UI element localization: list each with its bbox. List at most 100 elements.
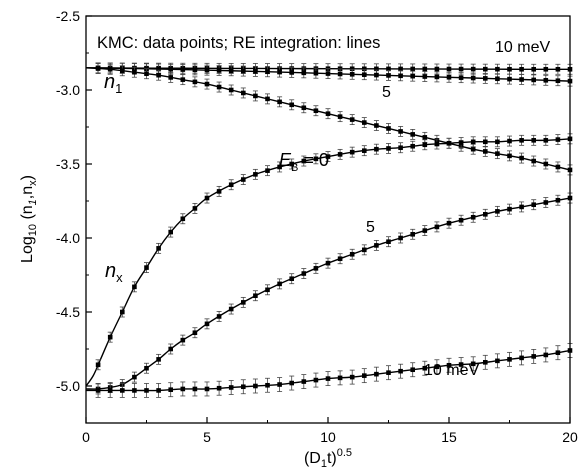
data-point (216, 68, 222, 73)
data-point (325, 154, 331, 159)
data-point (483, 76, 488, 81)
data-point (144, 388, 149, 393)
data-point (434, 66, 440, 72)
data-point (156, 246, 161, 251)
data-point (289, 70, 294, 75)
data-point (349, 72, 355, 77)
data-point (386, 73, 391, 78)
data-point (422, 365, 428, 371)
data-point (543, 78, 549, 83)
data-point (168, 75, 173, 80)
data-point (337, 71, 343, 77)
data-point (107, 66, 113, 72)
data-point (192, 386, 198, 392)
y-tick-label: -5.0 (56, 378, 80, 394)
data-point (337, 114, 343, 119)
data-point (434, 364, 440, 370)
data-point (313, 377, 319, 383)
data-point (470, 75, 476, 81)
data-point (543, 200, 549, 205)
label-nx-10mev: 10 meV (424, 362, 479, 379)
data-point (531, 202, 536, 207)
data-point (192, 206, 198, 211)
data-point (507, 138, 512, 144)
data-point (301, 271, 307, 276)
data-point (458, 362, 464, 367)
x-tick-label: 10 (320, 429, 336, 445)
data-point (289, 380, 294, 386)
data-point (531, 138, 536, 143)
data-point (458, 66, 464, 72)
data-point (289, 276, 294, 281)
data-point (349, 117, 355, 122)
data-point (422, 74, 428, 79)
data-point (362, 66, 367, 72)
data-point (95, 362, 101, 368)
data-point (228, 306, 234, 312)
data-point (470, 146, 476, 152)
data-point (470, 214, 476, 220)
data-point (253, 93, 258, 99)
data-point (555, 66, 561, 72)
data-point (555, 350, 561, 355)
data-point (313, 156, 319, 162)
y-tick-label: -2.5 (56, 8, 80, 24)
data-point (495, 76, 500, 82)
x-tick-label: 5 (203, 429, 211, 445)
data-point (507, 357, 512, 362)
data-point (325, 376, 331, 381)
data-point (410, 132, 415, 137)
y-tick-label: -3.5 (56, 156, 80, 172)
data-point (507, 66, 512, 72)
data-point (156, 66, 161, 72)
data-point (180, 386, 186, 392)
data-point (132, 284, 137, 290)
data-point (398, 145, 403, 151)
data-point (507, 76, 512, 82)
data-point (519, 355, 524, 361)
data-point (483, 66, 488, 72)
data-point (374, 66, 379, 72)
data-point (386, 126, 391, 131)
data-point (337, 256, 343, 262)
data-point (434, 224, 440, 230)
data-point (180, 337, 186, 343)
data-point (422, 66, 428, 72)
data-point (446, 140, 452, 146)
y-tick-label: -4.5 (56, 304, 80, 320)
data-point (410, 232, 415, 237)
label-n1-10mev: 10 meV (495, 39, 550, 56)
data-point (495, 66, 500, 72)
data-point (120, 68, 125, 74)
data-point (265, 287, 270, 293)
data-point (192, 330, 198, 336)
data-point (349, 374, 355, 380)
data-point (531, 158, 536, 164)
data-point (398, 129, 403, 134)
data-point (241, 384, 246, 390)
data-point (132, 69, 137, 75)
data-point (253, 293, 258, 299)
data-point (386, 239, 391, 244)
data-point (349, 149, 355, 155)
data-point (519, 138, 524, 143)
x-tick-label: 0 (82, 429, 90, 445)
data-point (301, 70, 307, 76)
data-point (216, 314, 222, 319)
data-point (144, 71, 149, 77)
label-n1: n1 (104, 71, 122, 96)
axis-ticks: 0 5 10 15 20 -2.5 -3.0 -3.5 -4.0 -4.5 -5.0 (56, 8, 578, 445)
data-point (446, 74, 452, 80)
data-point (458, 140, 464, 145)
data-point (325, 260, 331, 266)
label-eb-0: EB = 0 (279, 150, 329, 174)
data-point (337, 152, 343, 157)
data-point (204, 67, 210, 73)
data-point (374, 371, 379, 377)
data-point (410, 143, 415, 149)
data-point (216, 84, 222, 90)
data-point (495, 209, 500, 214)
data-point (204, 195, 210, 201)
data-point (301, 105, 307, 111)
